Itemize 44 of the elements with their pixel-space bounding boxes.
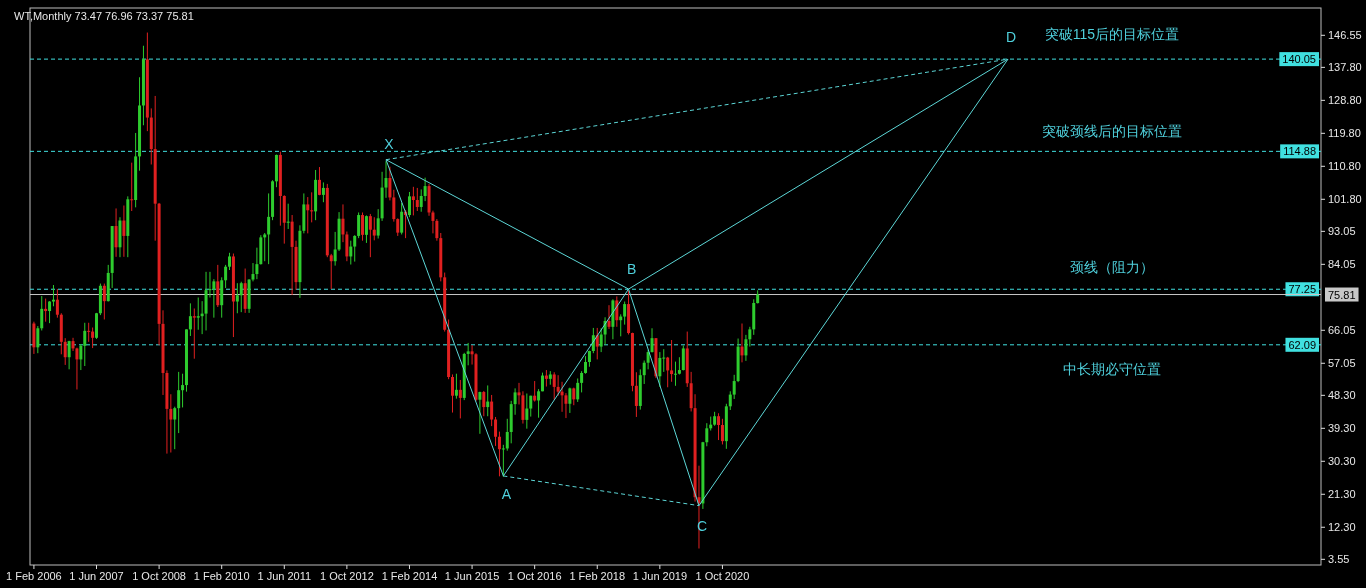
y-tick-label: 119.80 (1328, 127, 1361, 140)
y-tick-label: 128.80 (1328, 94, 1362, 107)
annotation: 突破115后的目标位置 (1044, 26, 1180, 43)
ref-line-label: 114.88 (1283, 145, 1316, 158)
annotation: 中长期必守位置 (1063, 360, 1161, 377)
y-tick-label: 57.05 (1328, 357, 1356, 370)
y-tick-label: 137.80 (1328, 61, 1362, 74)
y-tick-label: 110.80 (1328, 160, 1361, 173)
ref-line-label: 75.81 (1328, 288, 1356, 301)
y-tick-label: 30.30 (1328, 455, 1356, 468)
x-tick-label: 1 Feb 2014 (381, 570, 438, 582)
y-tick-label: 101.80 (1328, 193, 1362, 206)
y-tick-label: 21.30 (1328, 488, 1356, 501)
annotation: 突破颈线后的目标位置 (1042, 123, 1182, 140)
x-tick-label: 1 Oct 2008 (132, 570, 187, 582)
annotation: B (626, 261, 637, 278)
ref-line-label: 77.25 (1288, 283, 1316, 296)
x-tick-label: 1 Oct 2016 (507, 570, 562, 582)
x-tick-label: 1 Jun 2019 (632, 570, 688, 582)
annotation: 颈线（阻力） (1070, 259, 1154, 276)
y-tick-label: 12.30 (1328, 521, 1356, 534)
annotation: D (1005, 29, 1017, 46)
y-tick-label: 93.05 (1328, 225, 1356, 238)
x-tick-label: 1 Jun 2015 (444, 570, 500, 582)
x-tick-label: 1 Feb 2010 (193, 570, 250, 582)
y-tick-label: 39.30 (1328, 422, 1356, 435)
annotation: C (696, 517, 708, 534)
ref-line-label: 140.05 (1282, 53, 1316, 66)
y-tick-label: 84.05 (1328, 258, 1356, 271)
y-tick-label: 3.55 (1328, 553, 1350, 566)
ref-line: 140.05 (29, 52, 1322, 67)
x-tick-label: 1 Feb 2018 (569, 570, 626, 582)
ref-line-label: 62.09 (1288, 338, 1316, 351)
annotation: WT,Monthly 73.47 76.96 73.37 75.81 (14, 10, 194, 22)
x-tick-label: 1 Jun 2007 (69, 570, 124, 582)
x-tick-label: 1 Oct 2012 (319, 570, 374, 582)
y-tick-label: 146.55 (1328, 29, 1362, 42)
x-tick-label: 1 Oct 2020 (695, 570, 750, 582)
annotation: X (384, 135, 395, 152)
y-tick-label: 66.05 (1328, 324, 1356, 337)
y-tick-label: 48.30 (1328, 389, 1356, 402)
x-tick-label: 1 Jun 2011 (257, 570, 312, 582)
annotation: A (501, 485, 512, 502)
x-tick-label: 1 Feb 2006 (6, 570, 62, 582)
